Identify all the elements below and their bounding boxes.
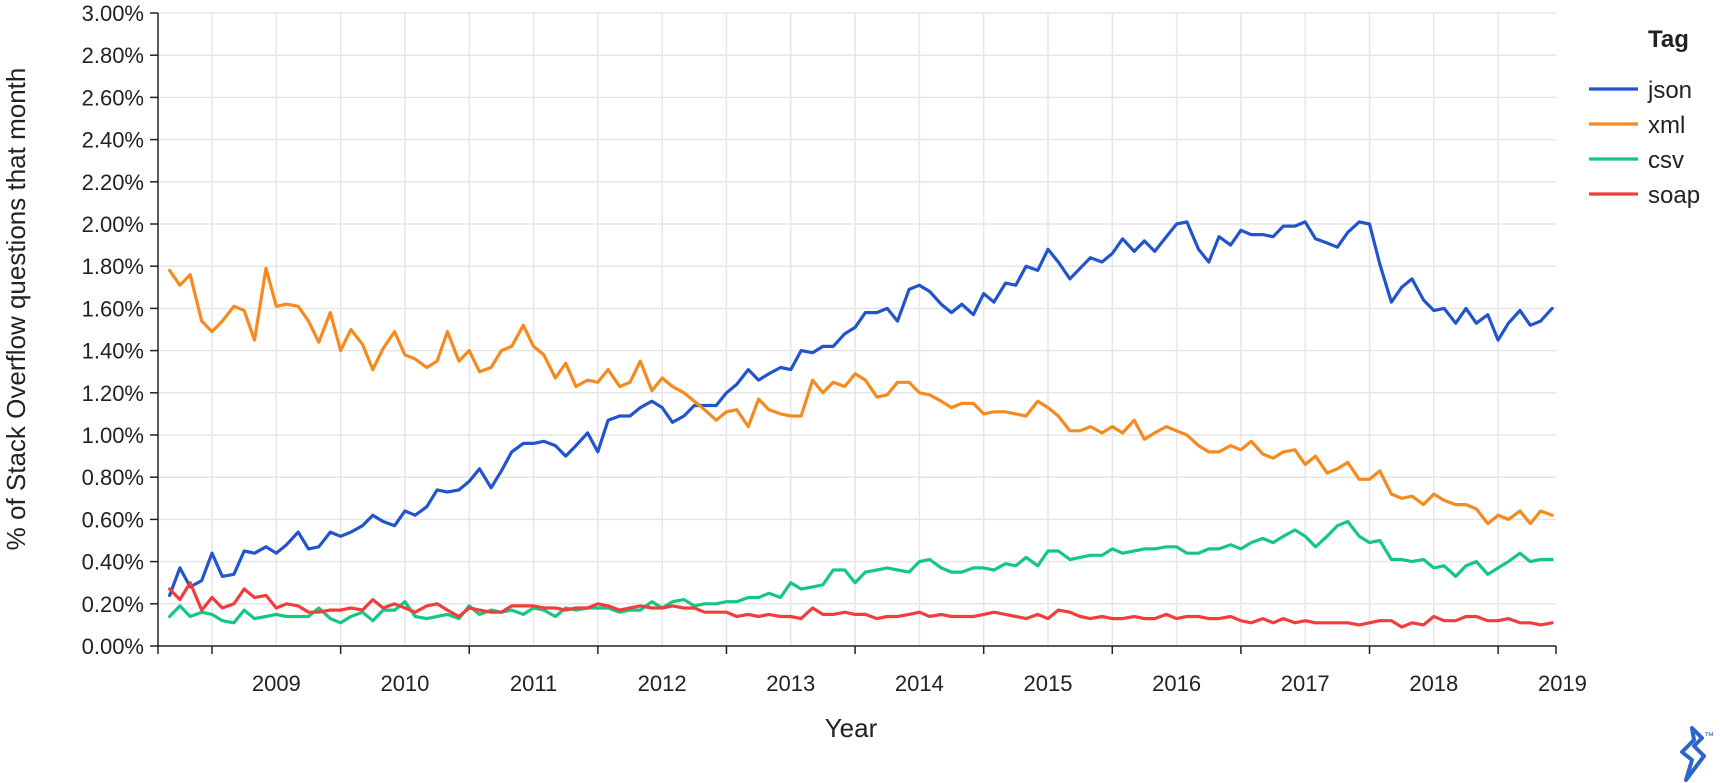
x-axis-title: Year <box>825 713 878 743</box>
series-line-xml <box>168 266 1554 526</box>
y-axis-title: % of Stack Overflow questions that month <box>1 68 31 551</box>
y-tick-label: 0.00% <box>82 634 144 659</box>
y-tick-label: 0.40% <box>82 550 144 575</box>
y-tick-label: 0.60% <box>82 507 144 532</box>
legend-label-soap: soap <box>1648 182 1700 209</box>
x-tick-label: 2010 <box>380 671 429 696</box>
y-tick-label: 0.80% <box>82 465 144 490</box>
tick-labels: 0.00% 0.20% 0.40% 0.60% 0.80% 1.00% 1.20% 1.40%… <box>82 1 1587 696</box>
y-tick-label: 2.60% <box>82 85 144 110</box>
series-lines <box>168 220 1554 629</box>
y-tick-label: 2.80% <box>82 43 144 68</box>
x-tick-label: 2012 <box>638 671 687 696</box>
toptal-logo-icon <box>1680 726 1706 782</box>
legend: Tag json xml csv soap <box>1589 26 1700 209</box>
trademark-mark: ™ <box>1704 731 1714 742</box>
x-tick-label: 2017 <box>1281 671 1330 696</box>
y-tick-label: 0.20% <box>82 592 144 617</box>
series-line-json <box>168 220 1554 597</box>
x-tick-label: 2015 <box>1024 671 1073 696</box>
legend-title: Tag <box>1648 26 1689 53</box>
x-tick-label: 2014 <box>895 671 944 696</box>
x-tick-label: 2018 <box>1409 671 1458 696</box>
y-tick-label: 1.40% <box>82 339 144 364</box>
y-tick-label: 2.40% <box>82 128 144 153</box>
y-tick-label: 2.00% <box>82 212 144 237</box>
y-tick-label: 1.00% <box>82 423 144 448</box>
x-tick-label: 2011 <box>510 671 557 696</box>
series-line-soap <box>168 581 1554 629</box>
series-line-csv <box>168 519 1554 625</box>
legend-label-xml: xml <box>1648 112 1685 139</box>
y-tick-label: 1.20% <box>82 381 144 406</box>
x-tick-label: 2019 <box>1538 671 1587 696</box>
axes <box>150 12 1557 654</box>
x-tick-label: 2009 <box>252 671 301 696</box>
y-tick-label: 1.60% <box>82 296 144 321</box>
grid <box>158 12 1556 646</box>
legend-label-csv: csv <box>1648 147 1684 174</box>
y-tick-label: 2.20% <box>82 170 144 195</box>
x-tick-label: 2016 <box>1152 671 1201 696</box>
y-tick-label: 3.00% <box>82 1 144 26</box>
legend-label-json: json <box>1647 77 1692 104</box>
y-tick-label: 1.80% <box>82 254 144 279</box>
x-tick-label: 2013 <box>766 671 815 696</box>
